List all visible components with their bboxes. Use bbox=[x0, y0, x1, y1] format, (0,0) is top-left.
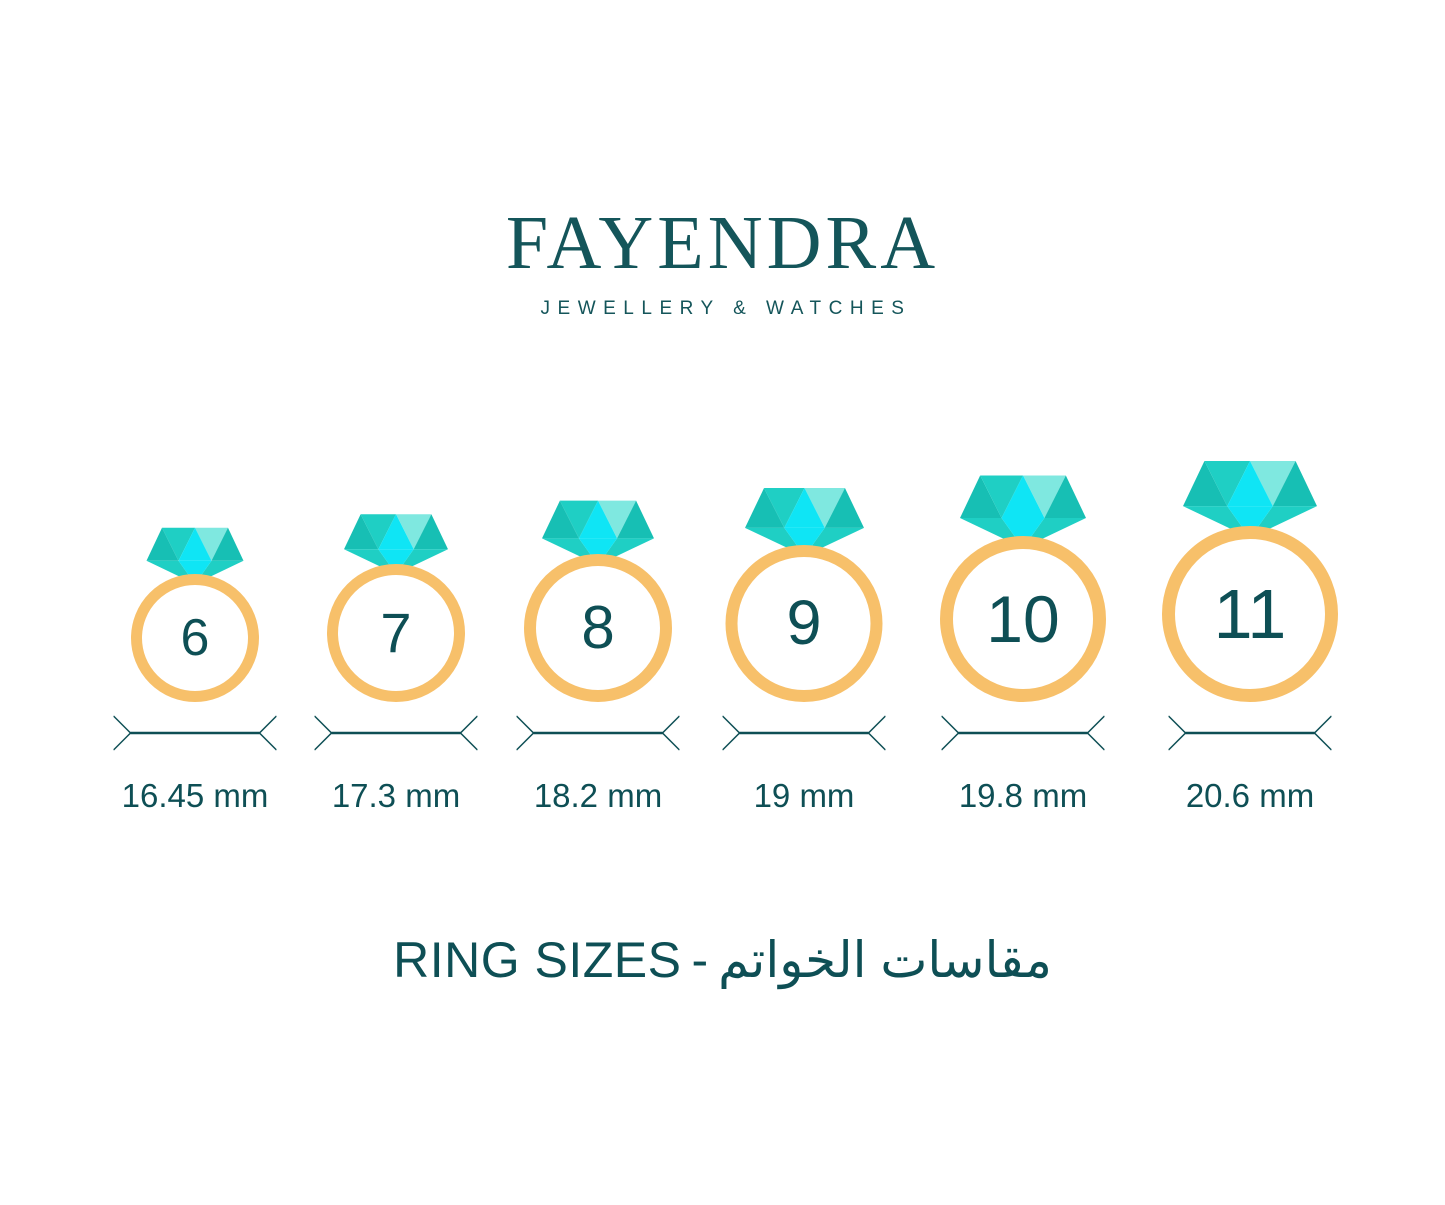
measurement-label: 17.3 mm bbox=[331, 777, 461, 814]
ring-band: 10 bbox=[940, 536, 1106, 702]
measurement-label: 16.45 mm bbox=[121, 777, 269, 814]
ring-figure: 7 bbox=[327, 514, 465, 702]
brand-logo: FAYENDRA JEWELLERY & WATCHES bbox=[0, 205, 1445, 320]
measurement-label: 19 mm bbox=[753, 777, 855, 814]
ring-cell: 11 20.6 mm bbox=[1135, 440, 1365, 820]
ring-size-number: 7 bbox=[380, 601, 412, 664]
ring-figure: 6 bbox=[131, 527, 259, 702]
ring-band: 6 bbox=[131, 574, 259, 702]
ring-band: 8 bbox=[524, 554, 672, 702]
dimension-arrow-line bbox=[941, 714, 1105, 752]
diamond-gem-icon bbox=[344, 508, 448, 574]
ring-cell: 7 17.3 mm bbox=[281, 440, 511, 820]
measurement-label: 20.6 mm bbox=[1185, 777, 1315, 814]
ring-figure: 8 bbox=[524, 500, 672, 702]
chart-caption: RING SIZES - مقاسات الخواتم bbox=[0, 932, 1445, 990]
measurement-label: 19.8 mm bbox=[958, 777, 1088, 814]
ring-cell: 10 19.8 mm bbox=[908, 440, 1138, 820]
ring-size-number: 6 bbox=[180, 609, 210, 667]
diamond-gem-icon bbox=[146, 522, 244, 584]
caption-separator: - bbox=[691, 932, 709, 988]
dimension-arrow-line bbox=[1168, 714, 1332, 752]
ring-figure: 9 bbox=[725, 488, 883, 702]
ring-figure: 11 bbox=[1162, 460, 1338, 702]
ring-size-number: 8 bbox=[581, 594, 615, 661]
dimension-arrow-line bbox=[722, 714, 886, 752]
ring-size-row: 6 16.45 mm 7 17.3 mm bbox=[0, 440, 1445, 820]
brand-tagline: JEWELLERY & WATCHES bbox=[540, 298, 912, 319]
ring-band: 7 bbox=[327, 564, 465, 702]
ring-cell: 8 18.2 mm bbox=[483, 440, 713, 820]
dimension-arrow-line bbox=[314, 714, 478, 752]
caption-arabic: مقاسات الخواتم bbox=[718, 932, 1052, 988]
ring-size-number: 10 bbox=[986, 582, 1060, 656]
dimension-arrow-line bbox=[516, 714, 680, 752]
diamond-gem-icon bbox=[744, 481, 864, 556]
ring-size-number: 11 bbox=[1213, 575, 1287, 653]
ring-band: 9 bbox=[725, 545, 883, 702]
ring-band: 11 bbox=[1162, 526, 1338, 702]
brand-name: FAYENDRA bbox=[505, 201, 940, 285]
ring-cell: 6 16.45 mm bbox=[80, 440, 310, 820]
dimension-arrow-line bbox=[113, 714, 277, 752]
ring-cell: 9 19 mm bbox=[689, 440, 919, 820]
diamond-gem-icon bbox=[1183, 453, 1317, 538]
ring-size-number: 9 bbox=[786, 588, 822, 658]
caption-english: RING SIZES bbox=[393, 932, 682, 988]
measurement-label: 18.2 mm bbox=[533, 777, 663, 814]
ring-figure: 10 bbox=[940, 475, 1106, 702]
